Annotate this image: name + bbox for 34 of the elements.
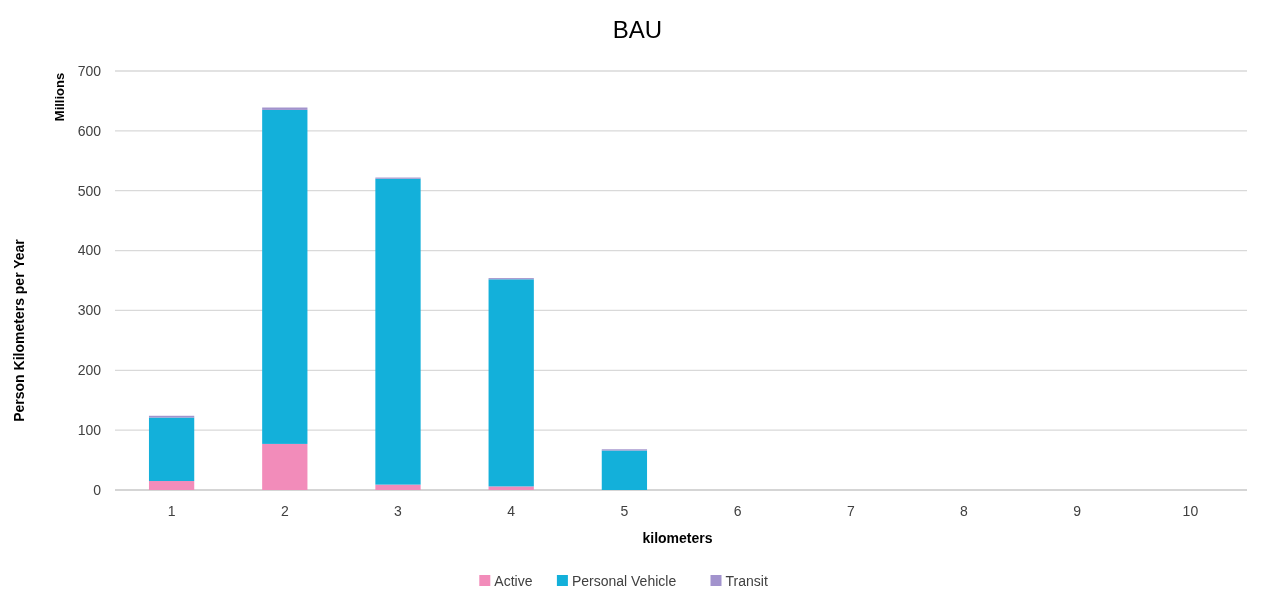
bar: [488, 279, 534, 487]
legend-label: Transit: [725, 573, 768, 589]
bar: [262, 443, 308, 490]
x-axis-title: kilometers: [642, 530, 713, 546]
bar: [148, 481, 195, 490]
bar: [488, 486, 534, 490]
x-tick-label: 4: [507, 503, 516, 519]
text: Millions: [52, 72, 67, 122]
y-tick-label: 600: [77, 122, 102, 139]
legend-label: Personal Vehicle: [571, 573, 677, 589]
x-tick-label: 1: [167, 503, 176, 519]
bar: [262, 109, 308, 444]
chart-title: BAU: [612, 16, 663, 43]
y-tick-label: 200: [77, 362, 102, 379]
bar: [375, 178, 421, 485]
x-tick-label: 8: [960, 503, 969, 519]
y-axis-title: Person Kilometers per Year: [11, 238, 27, 422]
y-tick-label: 500: [77, 182, 102, 199]
y-tick-label: 100: [77, 422, 102, 439]
bar: [148, 417, 195, 482]
x-tick-label: 3: [394, 503, 403, 519]
y-tick-label: 700: [77, 62, 102, 79]
x-tick-label: 7: [846, 503, 855, 519]
x-tick-label: 9: [1073, 503, 1082, 519]
x-tick-label: 2: [280, 503, 289, 519]
bar: [375, 484, 421, 490]
bar: [601, 450, 648, 490]
x-tick-label: 5: [620, 503, 629, 519]
y-tick-label: 300: [77, 302, 102, 319]
y-tick-label: 0: [93, 481, 102, 498]
legend-label: Active: [494, 573, 533, 589]
x-tick-label: 6: [733, 503, 742, 519]
y-tick-label: 400: [77, 242, 102, 259]
x-tick-label: 10: [1182, 503, 1199, 519]
